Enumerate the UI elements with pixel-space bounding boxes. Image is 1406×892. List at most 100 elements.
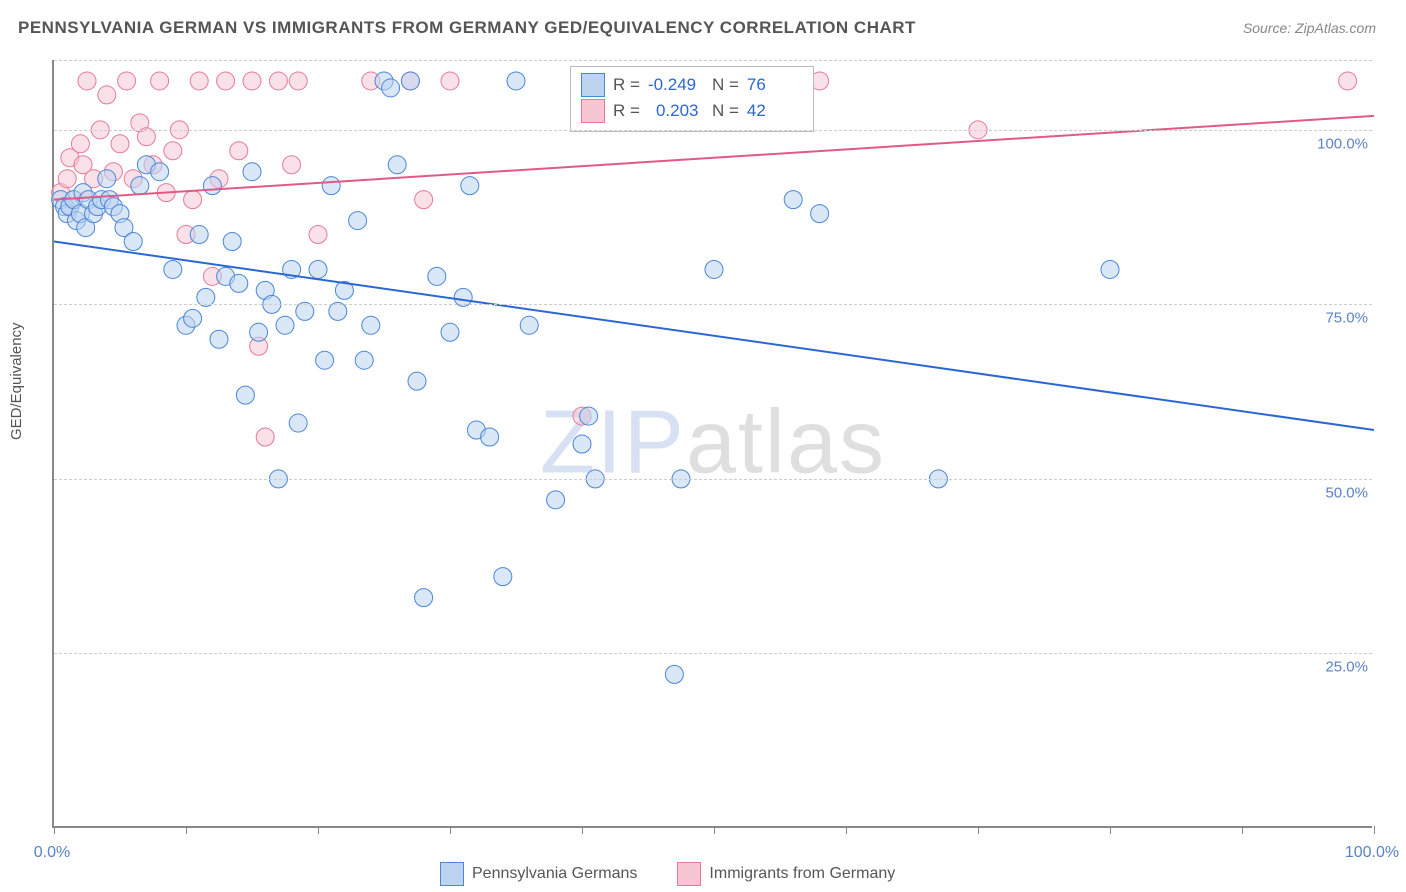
legend-item-series1: Pennsylvania Germans	[440, 862, 637, 886]
gridline-h	[54, 653, 1372, 654]
scatter-point	[230, 274, 248, 292]
xtick	[582, 826, 583, 834]
r-label-1: R =	[613, 75, 640, 95]
scatter-point	[111, 135, 129, 153]
scatter-point	[573, 435, 591, 453]
xtick	[1374, 826, 1375, 834]
n-label-2: N =	[712, 101, 739, 121]
xtick	[186, 826, 187, 834]
bottom-legend: Pennsylvania Germans Immigrants from Ger…	[440, 862, 895, 886]
legend-item-series2: Immigrants from Germany	[677, 862, 895, 886]
legend-swatch-2	[677, 862, 701, 886]
scatter-point	[289, 414, 307, 432]
scatter-point	[665, 665, 683, 683]
scatter-point	[388, 156, 406, 174]
scatter-point	[355, 351, 373, 369]
xtick	[1110, 826, 1111, 834]
scatter-point	[151, 72, 169, 90]
scatter-point	[223, 233, 241, 251]
scatter-point	[131, 177, 149, 195]
source-label: Source: ZipAtlas.com	[1243, 20, 1376, 36]
scatter-point	[408, 372, 426, 390]
chart-title: PENNSYLVANIA GERMAN VS IMMIGRANTS FROM G…	[18, 18, 916, 38]
scatter-point	[151, 163, 169, 181]
y-axis-label: GED/Equivalency	[8, 322, 25, 440]
scatter-point	[401, 72, 419, 90]
scatter-point	[124, 233, 142, 251]
gridline-h	[54, 130, 1372, 131]
stats-row-series2: R = 0.203 N = 42	[581, 99, 803, 123]
scatter-point	[98, 86, 116, 104]
scatter-point	[428, 267, 446, 285]
scatter-point	[276, 316, 294, 334]
scatter-point	[98, 170, 116, 188]
scatter-point	[184, 309, 202, 327]
r-label-2: R =	[613, 101, 640, 121]
scatter-point	[316, 351, 334, 369]
xtick	[450, 826, 451, 834]
scatter-point	[190, 226, 208, 244]
scatter-point	[1101, 260, 1119, 278]
r-value-1: -0.249	[648, 75, 704, 95]
scatter-point	[190, 72, 208, 90]
scatter-point	[461, 177, 479, 195]
ytick-label: 25.0%	[1325, 659, 1368, 676]
scatter-point	[309, 260, 327, 278]
scatter-point	[78, 72, 96, 90]
xtick	[714, 826, 715, 834]
scatter-point	[382, 79, 400, 97]
scatter-point	[283, 156, 301, 174]
xtick	[978, 826, 979, 834]
gridline-h	[54, 304, 1372, 305]
scatter-point	[507, 72, 525, 90]
scatter-point	[349, 212, 367, 230]
n-label-1: N =	[712, 75, 739, 95]
scatter-point	[441, 72, 459, 90]
scatter-point	[481, 428, 499, 446]
scatter-point	[256, 428, 274, 446]
legend-swatch-1	[440, 862, 464, 886]
scatter-point	[58, 170, 76, 188]
scatter-point	[164, 260, 182, 278]
ytick-label: 100.0%	[1317, 135, 1368, 152]
scatter-point	[236, 386, 254, 404]
gridline-h	[54, 479, 1372, 480]
n-value-1: 76	[747, 75, 803, 95]
scatter-point	[580, 407, 598, 425]
scatter-point	[203, 177, 221, 195]
r-value-2: 0.203	[648, 101, 704, 121]
xaxis-label: 0.0%	[34, 844, 70, 862]
scatter-svg	[54, 60, 1374, 828]
scatter-point	[520, 316, 538, 334]
scatter-point	[243, 72, 261, 90]
xtick	[846, 826, 847, 834]
scatter-point	[184, 191, 202, 209]
xtick	[1242, 826, 1243, 834]
scatter-point	[164, 142, 182, 160]
scatter-point	[362, 316, 380, 334]
swatch-series2	[581, 99, 605, 123]
scatter-point	[243, 163, 261, 181]
scatter-point	[322, 177, 340, 195]
scatter-point	[784, 191, 802, 209]
swatch-series1	[581, 73, 605, 97]
ytick-label: 50.0%	[1325, 484, 1368, 501]
scatter-point	[230, 142, 248, 160]
scatter-point	[289, 72, 307, 90]
scatter-point	[118, 72, 136, 90]
scatter-point	[494, 568, 512, 586]
scatter-point	[71, 135, 89, 153]
scatter-point	[1339, 72, 1357, 90]
xtick	[318, 826, 319, 834]
scatter-point	[217, 72, 235, 90]
scatter-point	[269, 72, 287, 90]
xtick	[54, 826, 55, 834]
scatter-point	[250, 323, 268, 341]
scatter-point	[705, 260, 723, 278]
legend-label-1: Pennsylvania Germans	[472, 865, 637, 883]
gridline-h	[54, 60, 1372, 61]
scatter-point	[547, 491, 565, 509]
ytick-label: 75.0%	[1325, 310, 1368, 327]
scatter-point	[441, 323, 459, 341]
n-value-2: 42	[747, 101, 803, 121]
